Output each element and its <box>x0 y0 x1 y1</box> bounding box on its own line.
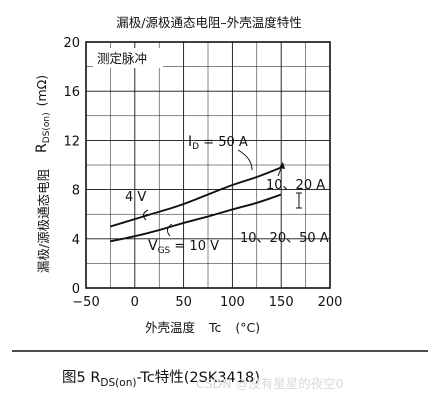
caption-suffix: -Tc特性(2SK3418) <box>136 369 259 386</box>
caption-prefix: 图5 R <box>62 370 100 386</box>
x-tick-label: 50 <box>175 295 192 310</box>
svg-text:RDS(on)(mΩ): RDS(on) (mΩ) <box>34 75 52 153</box>
x-tick-label: 200 <box>318 295 343 310</box>
y-tick-label: 20 <box>63 36 80 51</box>
y-tick-label: 0 <box>72 282 80 297</box>
y-axis-label: 漏极/源极通态电阻 RDS(on) (mΩ) <box>34 75 52 273</box>
x-axis-label: 外壳温度 Tc (°C) <box>145 320 260 335</box>
series-line-id50 <box>110 166 282 228</box>
annotation-id-main: I <box>188 134 192 150</box>
y-axis-label-unit: (mΩ) <box>34 75 49 106</box>
y-axis-label-symbol: R <box>34 143 50 153</box>
x-axis-label-unit: (°C) <box>235 320 260 335</box>
caption-sub: DS(on) <box>100 377 136 389</box>
x-axis-label-main: 外壳温度 <box>145 320 196 335</box>
y-tick-label: 12 <box>63 134 80 149</box>
y-tick-label: 8 <box>72 184 80 199</box>
annotation-vgs-main: V <box>148 238 158 254</box>
spread-marker <box>296 192 302 209</box>
y-axis-label-main: 漏极/源极通态电阻 <box>36 168 51 273</box>
corner-note: 测定脉冲 <box>97 51 147 66</box>
x-axis-label-symbol: Tc <box>208 320 222 335</box>
annotation-id-sub: D <box>192 142 199 152</box>
x-tick-label: 150 <box>269 295 294 310</box>
annotation-id-rest: = 50 A <box>199 135 248 150</box>
annotation-leader-id50 <box>237 149 253 171</box>
annotation-vgs-rest: = 10 V <box>170 239 219 254</box>
x-tick-label: −50 <box>72 295 99 310</box>
annotation-leader-4v <box>142 209 149 221</box>
corner-note-box <box>93 48 163 68</box>
x-tick-label: 0 <box>131 295 139 310</box>
annotation-id-50a: ID = 50 A <box>188 134 248 152</box>
series-lines <box>110 166 282 243</box>
plot-frame <box>85 41 331 289</box>
annotation-id-10-20a: 10、20 A <box>266 178 325 193</box>
watermark: CSDN @没有星星的夜空0 <box>196 376 344 391</box>
chart-title: 漏极/源极通态电阻–外壳温度特性 <box>116 15 301 30</box>
y-tick-label: 16 <box>63 85 80 100</box>
y-tick-label: 4 <box>72 233 80 248</box>
arrow-head-icon <box>279 162 285 169</box>
annotation-leader-10v <box>166 223 173 237</box>
annotation-vgs-sub: GS <box>158 246 171 256</box>
series-line-id10 <box>110 193 282 243</box>
figure-caption: 图5 RDS(on)-Tc特性(2SK3418) <box>62 369 260 389</box>
annotation-vgs-4v: 4 V <box>125 190 146 205</box>
svg-text:漏极/源极通态电阻: 漏极/源极通态电阻 <box>36 168 51 273</box>
annotation-vgs-10v: VGS = 10 V <box>148 238 219 256</box>
x-tick-label: 100 <box>220 295 245 310</box>
annotation-id-10-20-50a: 10、20、50 A <box>240 231 329 246</box>
y-axis-label-sub: DS(on) <box>42 112 52 143</box>
